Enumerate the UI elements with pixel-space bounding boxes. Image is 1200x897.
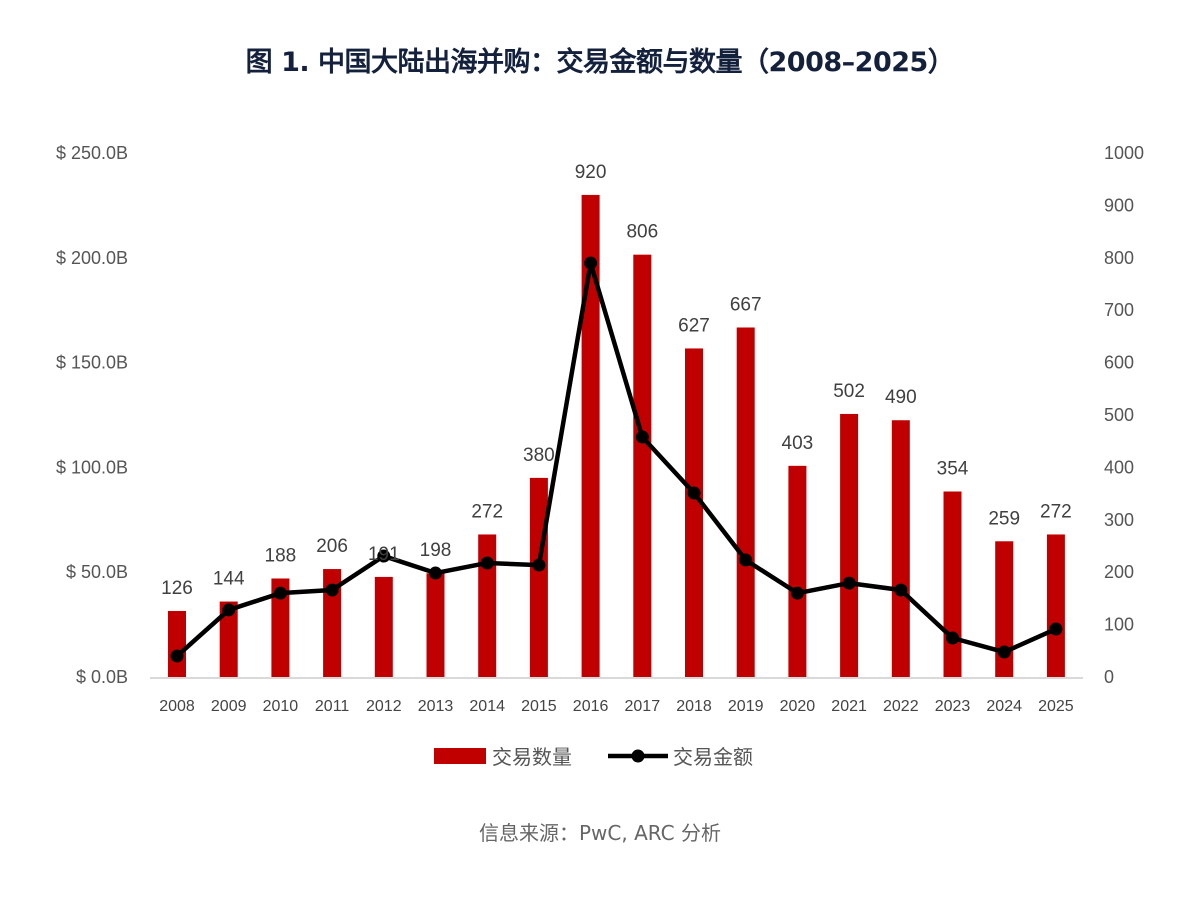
x-axis-tick-label: 2018: [676, 698, 712, 715]
bar-data-label: 354: [937, 459, 969, 480]
bar-data-label: 188: [265, 545, 297, 566]
bar-data-label: 920: [575, 162, 607, 183]
line-point-2014: [480, 556, 494, 570]
line-point-2022: [894, 583, 908, 597]
bar-data-label: 667: [730, 294, 762, 315]
x-axis-tick-label: 2014: [469, 698, 505, 715]
chart-title: 图 1. 中国大陆出海并购：交易金额与数量（2008–2025）: [245, 47, 955, 78]
x-axis-tick-label: 2022: [883, 698, 919, 715]
bar-2017: [633, 254, 652, 677]
bar-2009: [219, 601, 238, 677]
line-point-2009: [222, 603, 236, 617]
bar-data-label: 403: [782, 433, 814, 454]
bar-2008: [168, 610, 186, 677]
bar-data-label: 806: [626, 222, 658, 243]
bar-data-label: 198: [420, 540, 452, 561]
right-axis-tick-label: 500: [1104, 405, 1134, 425]
right-axis-tick-label: 400: [1104, 457, 1134, 477]
bar-data-label: 259: [988, 508, 1020, 529]
x-axis-tick-label: 2011: [315, 698, 350, 715]
bar-data-label: 380: [523, 445, 555, 466]
line-point-2023: [946, 631, 959, 645]
bar-data-label: 272: [471, 501, 503, 522]
x-axis-tick-label: 2020: [780, 698, 816, 715]
bar-2011: [323, 569, 342, 677]
right-axis-tick-label: 300: [1104, 510, 1134, 530]
left-axis-tick-label: $ 150.0B: [56, 353, 128, 373]
bar-2021: [840, 413, 859, 677]
left-axis-tick-label: $ 50.0B: [66, 562, 128, 582]
x-axis-tick-label: 2013: [418, 698, 454, 715]
x-axis-tick-label: 2008: [159, 698, 195, 715]
line-point-2016: [584, 256, 598, 270]
line-point-2025: [1049, 622, 1063, 636]
line-point-2018: [687, 486, 701, 500]
line-point-2010: [273, 586, 287, 600]
line-point-2012: [377, 549, 391, 563]
bar-2024: [995, 541, 1014, 677]
line-point-2013: [429, 566, 442, 580]
x-axis-tick-label: 2015: [521, 698, 557, 715]
bar-data-label: 126: [161, 578, 193, 599]
bar-data-label: 502: [833, 381, 865, 402]
bar-2012: [374, 576, 393, 677]
line-point-2017: [635, 430, 649, 444]
right-axis-tick-label: 100: [1104, 615, 1134, 635]
bar-2013: [426, 573, 445, 677]
legend-line-marker-icon: [631, 749, 645, 763]
legend-bar-swatch: [434, 748, 486, 764]
bar-2025: [1046, 534, 1065, 677]
left-axis-tick-label: $ 0.0B: [76, 667, 128, 687]
bar-data-label: 206: [316, 536, 348, 557]
x-axis-tick-label: 2019: [728, 698, 764, 715]
line-point-2020: [790, 586, 804, 600]
right-axis-tick-label: 700: [1104, 300, 1134, 320]
bar-2019: [736, 327, 755, 677]
x-axis-tick-label: 2016: [573, 698, 609, 715]
bar-2020: [788, 465, 807, 677]
line-series-amount: [175, 260, 1057, 658]
x-axis-tick-label: 2009: [211, 698, 247, 715]
right-axis-tick-label: 200: [1104, 562, 1134, 582]
line-point-2024: [997, 645, 1011, 659]
x-axis-tick-label: 2025: [1038, 698, 1074, 715]
bar-data-label: 272: [1040, 501, 1072, 522]
x-axis-tick-label: 2023: [935, 698, 971, 715]
x-axis-tick-label: 2021: [831, 698, 867, 715]
source-note: 信息来源：PwC, ARC 分析: [479, 821, 721, 845]
left-axis-tick-label: $ 200.0B: [56, 248, 128, 268]
left-axis-tick-label: $ 250.0B: [56, 143, 128, 163]
line-point-2019: [739, 553, 753, 567]
line-point-2008: [170, 649, 184, 663]
bar-2015: [529, 477, 548, 677]
line-point-2021: [842, 576, 856, 590]
line-point-2015: [532, 558, 546, 572]
bar-2014: [478, 534, 497, 677]
bar-data-label: 627: [678, 315, 710, 336]
bar-data-label: 191: [368, 544, 400, 565]
line-point-2011: [325, 583, 339, 597]
bar-2016: [581, 194, 600, 678]
right-axis-tick-label: 900: [1104, 195, 1134, 215]
bar-data-label: 144: [213, 569, 245, 590]
right-axis-tick-label: 1000: [1104, 143, 1144, 163]
right-axis-tick-label: 600: [1104, 353, 1134, 373]
x-axis-tick-label: 2012: [366, 698, 402, 715]
bar-2010: [271, 578, 290, 677]
x-axis-tick-label: 2017: [625, 698, 661, 715]
legend-label-count: 交易数量: [492, 745, 572, 769]
bar-2023: [943, 491, 962, 677]
x-axis-tick-label: 2024: [986, 698, 1022, 715]
bar-2022: [891, 420, 910, 677]
x-axis-tick-label: 2010: [263, 698, 299, 715]
bar-data-label: 490: [885, 387, 917, 408]
right-axis-tick-label: 0: [1104, 667, 1114, 687]
bar-2018: [685, 348, 703, 677]
left-axis-tick-label: $ 100.0B: [56, 457, 128, 477]
right-axis-tick-label: 800: [1104, 248, 1134, 268]
legend-label-amount: 交易金额: [673, 745, 753, 769]
